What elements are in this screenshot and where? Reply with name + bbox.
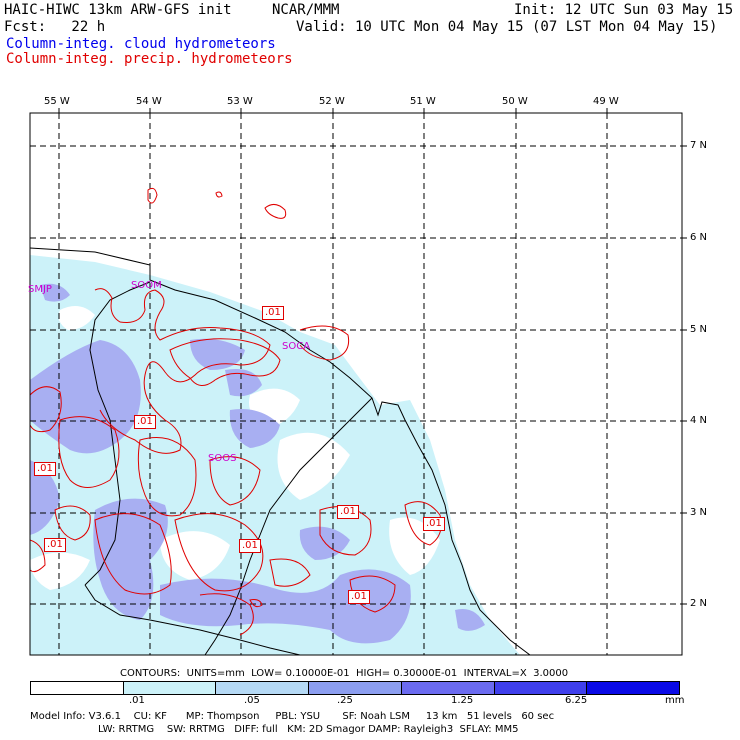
colorbar-tick: .01 (129, 695, 145, 706)
contour-label: .01 (423, 517, 445, 531)
colorbar-swatch (31, 682, 124, 694)
contour-info: CONTOURS: UNITS=mm LOW= 0.10000E-01 HIGH… (120, 668, 569, 679)
station-label: SOOS (208, 453, 237, 464)
lon-label: 49 W (593, 96, 619, 107)
colorbar (30, 681, 680, 695)
run-title: HAIC-HIWC 13km ARW-GFS init (4, 2, 232, 18)
colorbar-swatch (123, 682, 217, 694)
lat-label: 7 N (690, 140, 708, 151)
field-cloud-label: Column-integ. cloud hydrometeors (6, 36, 276, 52)
contour-label: .01 (134, 415, 156, 429)
colorbar-swatch (309, 682, 402, 694)
lon-label: 51 W (410, 96, 436, 107)
valid-time: Valid: 10 UTC Mon 04 May 15 (07 LST Mon … (296, 19, 718, 35)
lon-label: 50 W (502, 96, 528, 107)
colorbar-tick: .25 (337, 695, 353, 706)
lat-label: 5 N (690, 324, 708, 335)
lon-label: 55 W (44, 96, 70, 107)
lon-label: 54 W (136, 96, 162, 107)
colorbar-swatch (494, 682, 588, 694)
map-frame (29, 112, 683, 656)
colorbar-swatch (401, 682, 495, 694)
model-info-line2: LW: RRTMG SW: RRTMG DIFF: full KM: 2D Sm… (98, 724, 519, 735)
institution: NCAR/MMM (272, 2, 340, 18)
colorbar-swatch (216, 682, 310, 694)
station-label: SMJP (28, 284, 52, 295)
forecast-hour: Fcst: 22 h (4, 19, 106, 35)
colorbar-swatch (587, 682, 680, 694)
colorbar-tick: 6.25 (565, 695, 588, 706)
contour-label: .01 (239, 539, 261, 553)
colorbar-tick: 1.25 (451, 695, 474, 706)
contour-label: .01 (262, 306, 284, 320)
lon-label: 53 W (227, 96, 253, 107)
contour-label: .01 (44, 538, 66, 552)
lon-label: 52 W (319, 96, 345, 107)
model-info-line1: Model Info: V3.6.1 CU: KF MP: Thompson P… (30, 711, 555, 722)
field-precip-label: Column-integ. precip. hydrometeors (6, 51, 293, 67)
init-time: Init: 12 UTC Sun 03 May 15 (514, 2, 734, 18)
contour-label: .01 (348, 590, 370, 604)
colorbar-tick: .05 (244, 695, 260, 706)
station-label: SOCA (282, 341, 311, 352)
precip-contours (30, 187, 442, 636)
colorbar-units: mm (665, 695, 685, 706)
lat-label: 3 N (690, 507, 708, 518)
coastline (30, 247, 531, 655)
station-label: SOOM (131, 280, 162, 291)
cloud-shading-medium (30, 340, 141, 454)
contour-label: .01 (337, 505, 359, 519)
contour-label: .01 (34, 462, 56, 476)
lat-label: 2 N (690, 598, 708, 609)
lat-label: 6 N (690, 232, 708, 243)
lat-label: 4 N (690, 415, 708, 426)
